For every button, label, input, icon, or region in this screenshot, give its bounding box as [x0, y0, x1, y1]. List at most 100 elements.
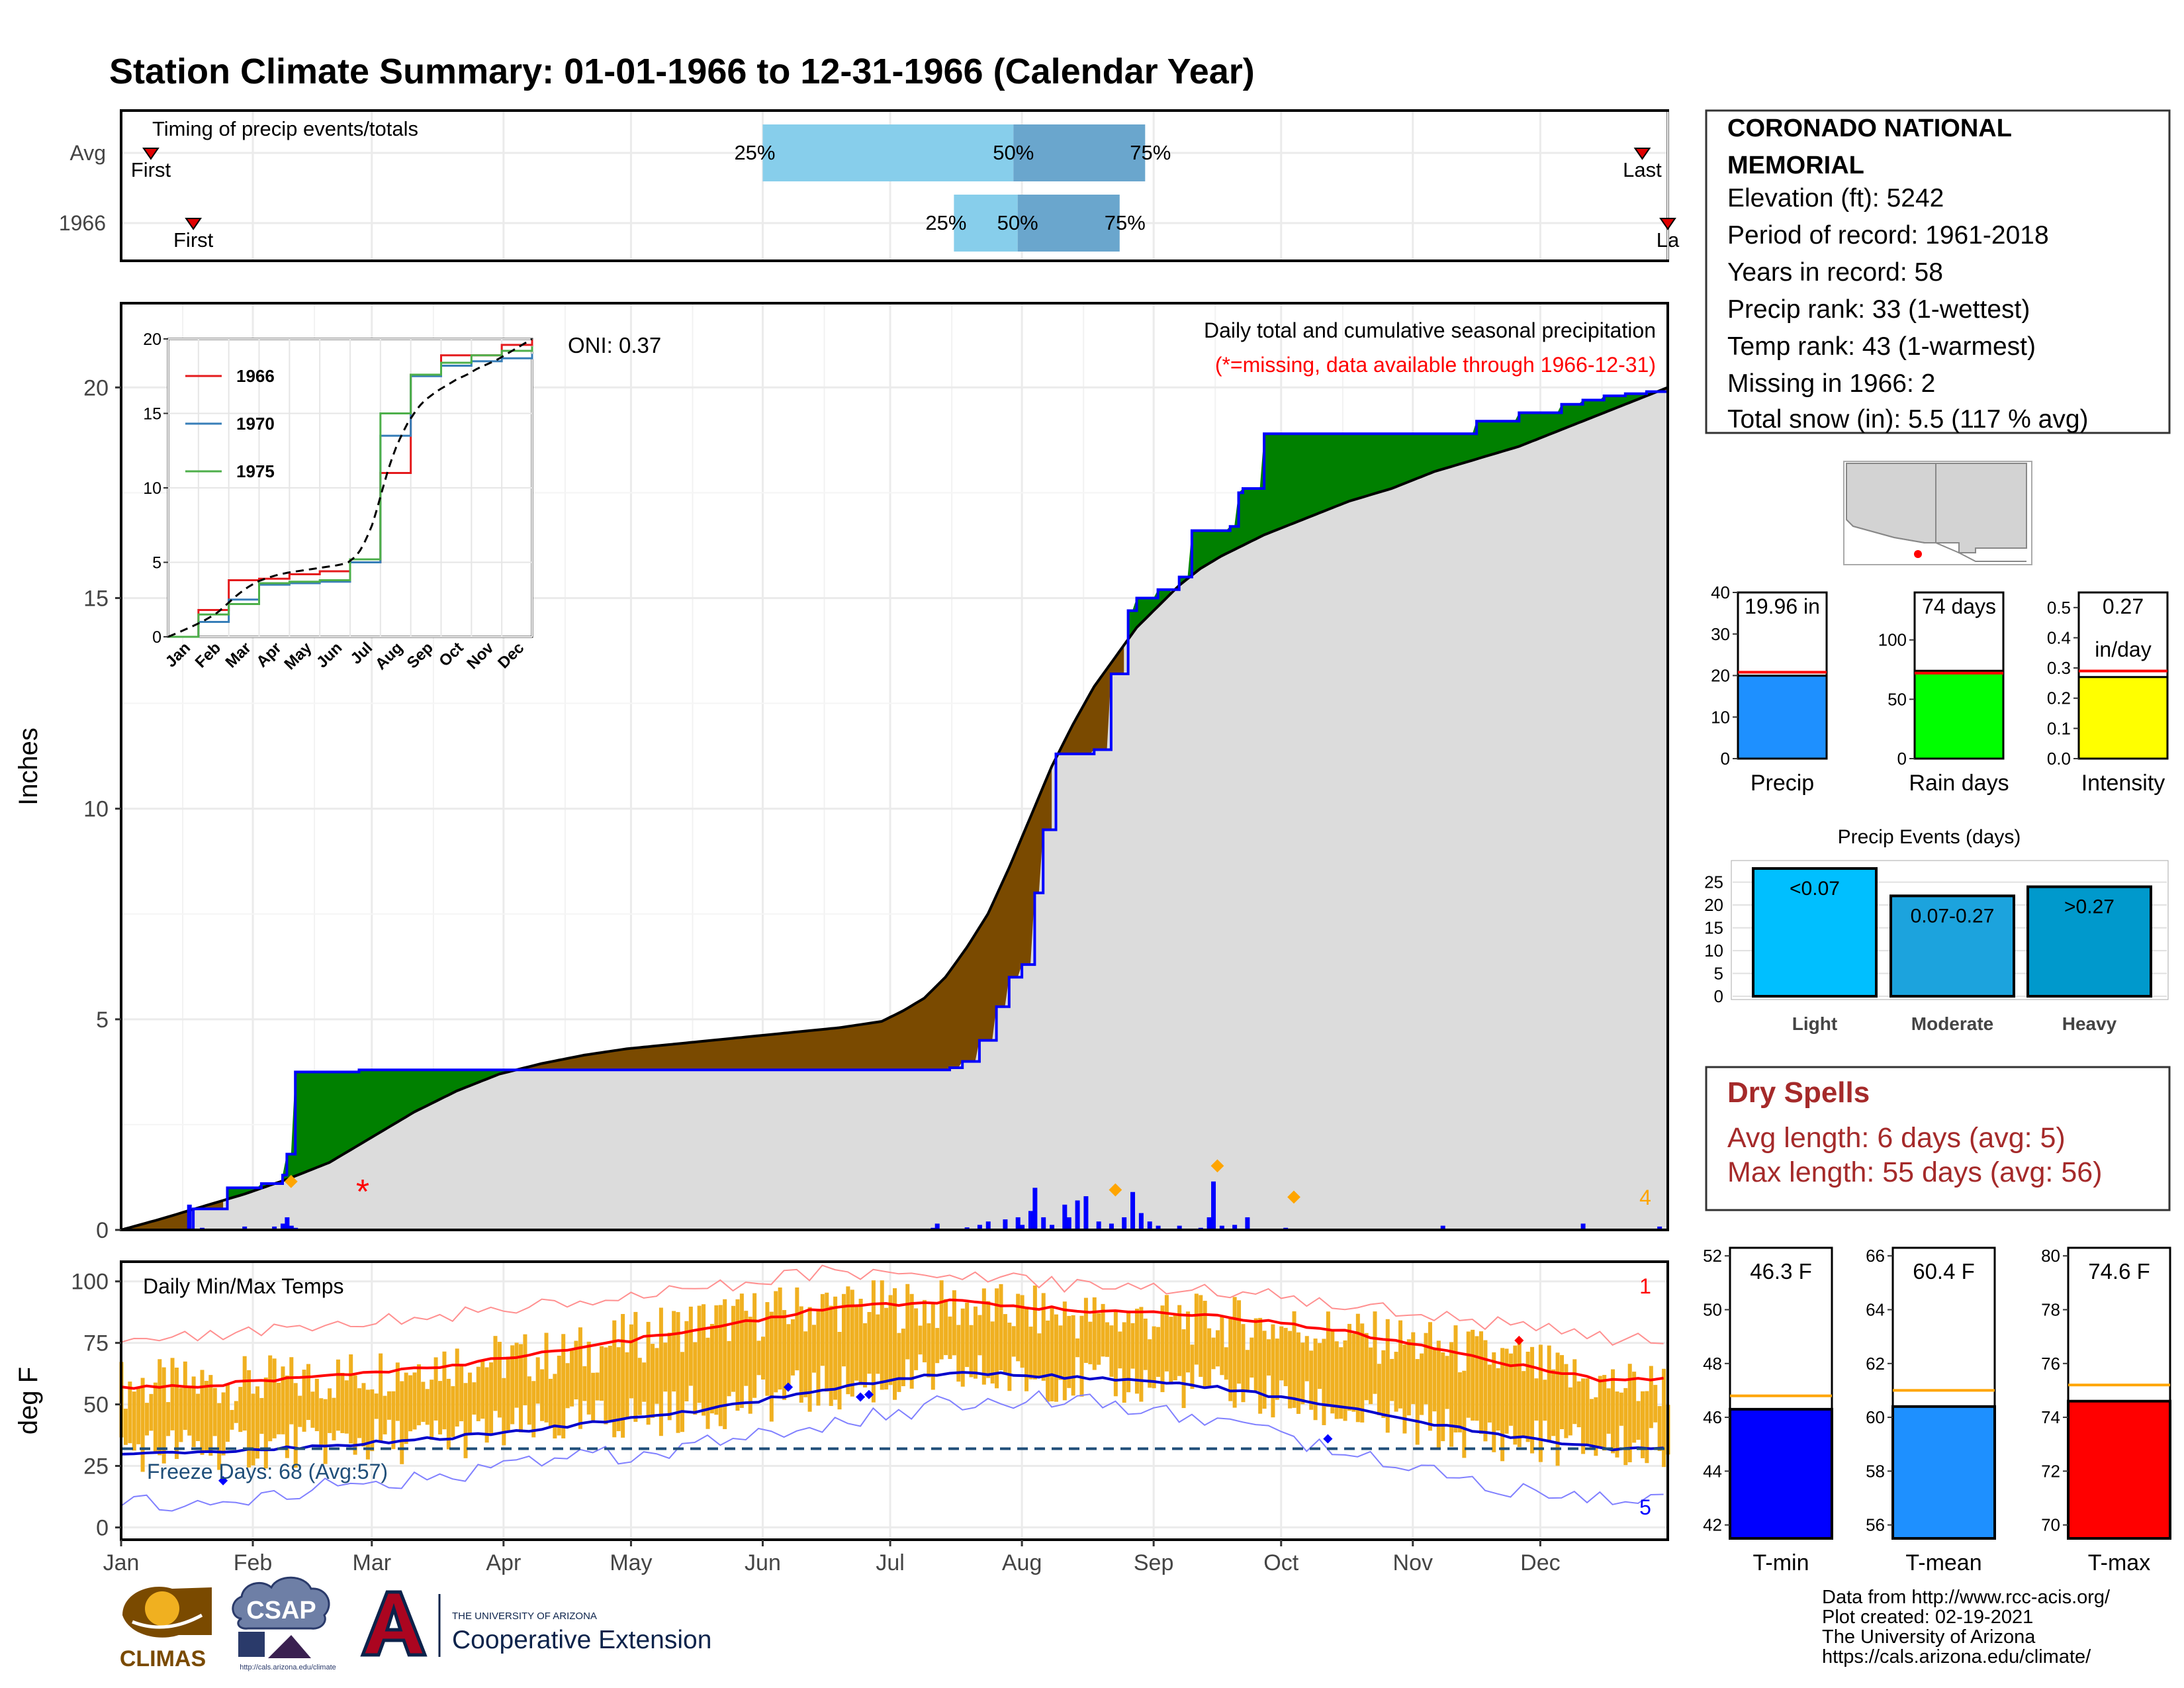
- precip-panel: 0 5 10 15 20 Inches Daily total and cumulati…: [14, 302, 1669, 1243]
- events-category-label: Light: [1792, 1013, 1837, 1034]
- daily-temp-bar: [1508, 1353, 1513, 1426]
- station-name-line2: MEMORIAL: [1727, 152, 1864, 179]
- dry-spells-max: Max length: 55 days (avg: 56): [1727, 1156, 2102, 1188]
- daily-temp-bar: [1322, 1338, 1326, 1425]
- dry-spells-frame: [1705, 1066, 2171, 1211]
- events-y-tick-label: 10: [1704, 941, 1723, 961]
- daily-temp-bar: [1241, 1324, 1246, 1403]
- precip-areas: [120, 386, 1669, 1231]
- daily-temp-bar: [1215, 1330, 1220, 1367]
- daily-temp-bar: [1003, 1314, 1007, 1374]
- daily-temp-bar: [344, 1380, 349, 1434]
- daily-temp-bar: [1598, 1376, 1602, 1449]
- daily-temp-bar: [166, 1402, 171, 1436]
- summary-bar-tick-label: 0: [1897, 749, 1907, 769]
- daily-temp-bar: [659, 1307, 663, 1436]
- daily-temp-bar: [349, 1354, 353, 1444]
- daily-temp-bar: [421, 1382, 426, 1422]
- daily-temp-bar: [820, 1293, 825, 1366]
- daily-temp-bar: [433, 1357, 438, 1421]
- temp-bars: [119, 1280, 1670, 1472]
- daily-temp-bar: [387, 1391, 391, 1420]
- daily-temp-bar: [123, 1409, 128, 1445]
- daily-temp-bar: [293, 1383, 298, 1468]
- daily-temp-bar: [595, 1372, 600, 1401]
- daily-precip-bar: [1657, 1226, 1662, 1230]
- daily-temp-bar: [281, 1366, 285, 1434]
- daily-temp-bar: [1296, 1332, 1300, 1414]
- inset-series-1975: [168, 346, 533, 638]
- daily-temp-bar: [1190, 1344, 1195, 1389]
- daily-temp-bar: [841, 1293, 846, 1367]
- temp-panel-title: Daily Min/Max Temps: [143, 1274, 343, 1298]
- daily-temp-bar: [1250, 1337, 1254, 1378]
- daily-temp-bar: [769, 1311, 774, 1422]
- daily-temp-bar: [637, 1358, 642, 1415]
- temp-bar-2: [2067, 1399, 2171, 1540]
- daily-temp-bar: [799, 1306, 803, 1403]
- daily-temp-bar: [1466, 1331, 1471, 1418]
- precip-corner-count: 4: [1639, 1186, 1651, 1209]
- daily-temp-bar: [939, 1280, 944, 1360]
- inset-y-tick-label: 5: [152, 554, 161, 573]
- daily-temp-bar: [578, 1327, 582, 1429]
- daily-temp-bar: [1304, 1336, 1309, 1382]
- daily-temp-bar: [702, 1304, 706, 1416]
- timing-avg-first-marker: [142, 148, 159, 160]
- daily-temp-bar: [1130, 1323, 1135, 1369]
- daily-temp-bar: [642, 1362, 647, 1402]
- daily-temp-bar: [1262, 1331, 1267, 1409]
- daily-temp-bar: [1436, 1340, 1441, 1450]
- temp-bar-label-2: T-max: [2088, 1550, 2150, 1575]
- daily-temp-bar: [1475, 1336, 1479, 1421]
- daily-precip-bar: [977, 1225, 982, 1230]
- summary-bar-tick-label: 100: [1878, 630, 1907, 650]
- daily-temp-bar: [285, 1376, 289, 1458]
- temp-bar-value-2: 74.6 F: [2088, 1259, 2150, 1284]
- daily-temp-bar: [416, 1364, 421, 1426]
- daily-temp-bar: [1369, 1347, 1373, 1405]
- daily-temp-bar: [1186, 1311, 1191, 1373]
- daily-temp-bar: [727, 1340, 731, 1397]
- daily-temp-bar: [876, 1314, 880, 1374]
- cumulative-1966-line: [121, 389, 1669, 1231]
- timing-avg-p25-label: 25%: [734, 141, 775, 164]
- page-title: Station Climate Summary: 01-01-1966 to 1…: [109, 52, 1255, 91]
- daily-temp-bar: [489, 1362, 494, 1434]
- missing-marker: *: [356, 1173, 369, 1211]
- daily-temp-bar: [1415, 1359, 1420, 1445]
- daily-temp-bar: [1046, 1320, 1050, 1402]
- summary-bar-tick-label: 20: [1711, 666, 1730, 686]
- daily-temp-bar: [1657, 1406, 1662, 1451]
- daily-temp-bar: [451, 1386, 455, 1437]
- daily-temp-bar: [484, 1367, 489, 1443]
- timing-avg-p75-label: 75%: [1130, 141, 1171, 164]
- daily-temp-bar: [1024, 1306, 1029, 1391]
- daily-temp-bar: [455, 1348, 459, 1427]
- daily-precip-bar: [1041, 1217, 1046, 1230]
- daily-temp-bar: [1067, 1315, 1071, 1388]
- events-bar-light: [1752, 867, 1878, 998]
- month-x-axis: Jan Feb Mar Apr May Jun Jul Aug Sep Oct Nov Dec: [103, 1540, 1561, 1575]
- daily-temp-bar: [289, 1357, 294, 1425]
- daily-temp-bar: [145, 1403, 150, 1436]
- daily-temp-bar: [535, 1357, 540, 1404]
- daily-temp-bar: [888, 1295, 893, 1385]
- inset-avg-line: [167, 338, 533, 638]
- daily-temp-bar: [1083, 1297, 1088, 1363]
- month-label: Oct: [1263, 1550, 1298, 1575]
- events-y-tick-label: 15: [1704, 918, 1723, 938]
- daily-temp-bar: [200, 1370, 205, 1455]
- temp-y-tick-label: 75: [83, 1331, 109, 1356]
- daily-temp-bar: [1441, 1352, 1445, 1442]
- daily-temp-bar: [948, 1316, 952, 1359]
- inset-lines: [167, 338, 533, 638]
- daily-precip-bar: [1130, 1192, 1136, 1230]
- daily-temp-bar: [1160, 1305, 1165, 1393]
- daily-temp-bar: [544, 1333, 549, 1423]
- daily-temp-bar: [663, 1342, 668, 1392]
- events-content: 05 10 15 20 25 <0.07 Light 0.07-0.27 Moderate >0.…: [1704, 867, 2167, 1034]
- month-label: Aug: [1002, 1550, 1042, 1575]
- daily-temp-bar: [765, 1302, 770, 1396]
- daily-temp-bar: [718, 1305, 723, 1427]
